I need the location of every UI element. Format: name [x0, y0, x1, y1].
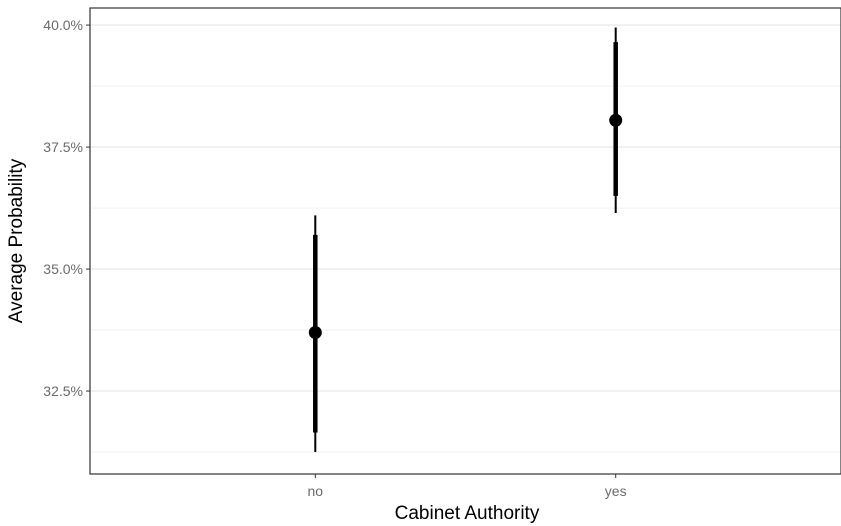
point-ranges [308, 27, 623, 453]
y-tick-label: 40.0% [43, 17, 83, 33]
panel-border [89, 7, 841, 475]
grid-major [90, 24, 841, 392]
point-estimate-yes [609, 113, 623, 127]
x-axis-title: Cabinet Authority [395, 503, 540, 524]
x-tick-label: yes [605, 483, 627, 499]
x-axis-ticks: no yes [308, 474, 627, 499]
point-estimate-no [308, 325, 322, 339]
y-tick-label: 37.5% [43, 139, 83, 155]
plot-background [90, 8, 841, 474]
grid-minor [90, 85, 841, 453]
y-tick-label: 32.5% [43, 383, 83, 399]
y-tick-label: 35.0% [43, 261, 83, 277]
y-axis-ticks: 32.5% 35.0% 37.5% 40.0% [43, 17, 90, 399]
y-axis-title: Average Probability [6, 158, 27, 323]
x-tick-label: no [308, 483, 324, 499]
